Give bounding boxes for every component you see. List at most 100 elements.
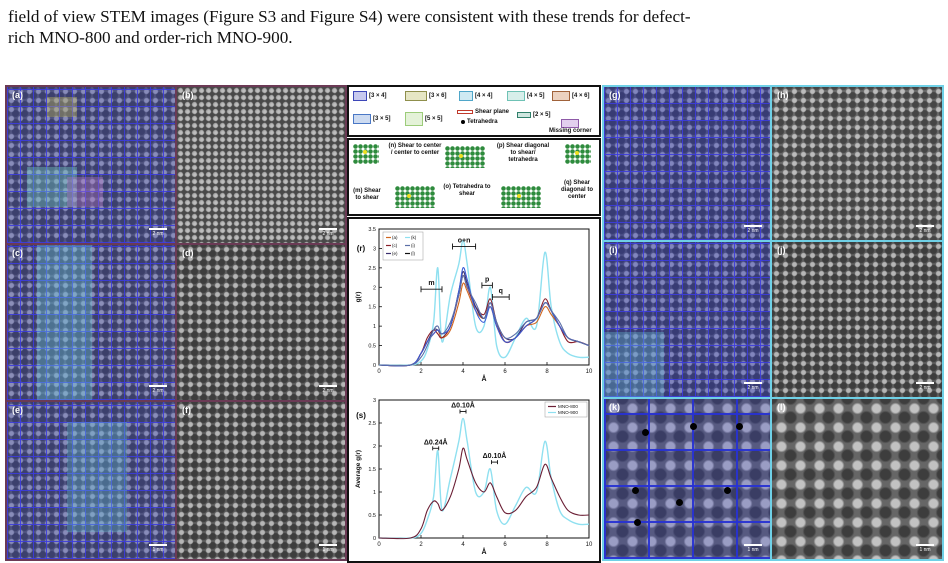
center-column: [3 × 4] [3 × 6] [4 × 4] [4 × 5] [4 × 6] …: [347, 85, 602, 563]
stem-image-d: (d) 2 nm: [177, 245, 345, 400]
legend-swatch-2x5: [517, 112, 531, 118]
annotation-delta-1: Δ0.10Å: [451, 401, 475, 414]
annotation-delta-2: Δ0.24Å: [424, 437, 448, 451]
x-tick-label: 10: [586, 369, 593, 375]
mechanism-n-tetra-icon: [407, 194, 411, 198]
stem-image-e: (e) 1 nm: [7, 402, 175, 559]
stem-image-i: (i) 2 nm: [604, 242, 770, 397]
tile-overlay-e: [7, 402, 175, 559]
y-tick-label: 3.5: [368, 227, 376, 233]
legend-item-missing-corner: Missing corner: [549, 119, 592, 134]
scalebar-d: 2 nm: [319, 385, 337, 394]
panel-label-g: (g): [609, 90, 621, 100]
tile-highlight-a3: [67, 177, 103, 207]
scalebar-k: 1 nm: [744, 544, 762, 553]
intro-line-1: field of view STEM images (Figure S3 and…: [8, 7, 691, 26]
stem-image-l: (l) 1 nm: [772, 399, 942, 559]
legend-label-5x5: [5 × 5]: [425, 116, 443, 122]
mechanism-q-tetra-icon: [575, 151, 579, 155]
legend-entry: (e): [392, 251, 398, 256]
scalebar-l: 1 nm: [916, 544, 934, 553]
scalebar-e: 1 nm: [149, 544, 167, 553]
mechanism-p-label: (p) Shear diagonal to shear/ tetrahedra: [496, 143, 550, 163]
annotation-q-label: q: [499, 288, 503, 295]
tile-highlight-e1: [67, 422, 127, 532]
legend-item-2x5: [2 × 5]: [517, 112, 551, 118]
x-tick-label: 4: [461, 542, 465, 548]
missing-corner-icon: [561, 119, 580, 128]
x-tick-label: 10: [586, 542, 593, 548]
legend-label-4x6: [4 × 6]: [572, 93, 590, 99]
y-tick-label: 2.5: [368, 421, 376, 427]
x-tick-label: 2: [419, 542, 423, 548]
mechanism-o-icon: [445, 146, 485, 168]
y-tick-label: 2.5: [368, 266, 376, 272]
legend-label-tetrahedra: Tetrahedra: [467, 119, 498, 125]
annotation-q: q: [491, 288, 510, 300]
mechanism-n-label: (n) Shear to center / center to center: [388, 143, 442, 156]
legend-item-4x5: [4 × 5]: [507, 91, 545, 101]
scalebar-f: 1 nm: [319, 544, 337, 553]
mechanism-legend: (m) Shear to shear (n) Shear to center /…: [347, 138, 601, 216]
tile-highlight-a2: [27, 167, 77, 207]
panel-label-b: (b): [182, 90, 194, 100]
tetrahedra-marker-k7: [634, 519, 641, 526]
legend-item-tetrahedra: Tetrahedra: [461, 119, 498, 125]
mechanism-p-tetra-icon: [517, 194, 521, 198]
intro-paragraph: field of view STEM images (Figure S3 and…: [8, 6, 943, 48]
x-tick-label: 6: [503, 369, 507, 375]
stem-image-f: (f) 1 nm: [177, 402, 345, 559]
scalebar-h: 2 nm: [916, 225, 934, 234]
tile-overlay-a: [7, 87, 175, 243]
x-tick-label: 0: [377, 369, 381, 375]
scalebar-a: 2 nm: [149, 228, 167, 237]
y-tick-label: 1.5: [368, 467, 376, 473]
annotation-delta-2-label: Δ0.24Å: [424, 437, 448, 446]
legend-entry: MNO-900: [558, 410, 578, 415]
y-tick-label: 3: [373, 246, 376, 252]
tile-overlay-i: [604, 242, 770, 397]
scalebar-i: 2 nm: [744, 382, 762, 391]
x-tick-label: 8: [545, 369, 549, 375]
x-tick-label: 6: [503, 542, 507, 548]
legend-item-3x6: [3 × 6]: [405, 91, 447, 101]
panel-label-i: (i): [609, 245, 618, 255]
plot-frame: [378, 228, 590, 366]
panel-label-r: (r): [357, 244, 366, 253]
legend-item-4x4: [4 × 4]: [459, 91, 493, 101]
y-tick-label: 2: [373, 444, 376, 450]
legend-swatch-4x4: [459, 91, 473, 101]
annotation-p: p: [481, 276, 493, 289]
tile-overlay-g: [604, 87, 770, 240]
x-tick-label: 8: [545, 542, 549, 548]
panel-label-k: (k): [609, 402, 620, 412]
legend-item-5x5: [5 × 5]: [405, 112, 443, 126]
annotation-p-label: p: [485, 276, 489, 283]
tetrahedra-marker-k1: [642, 429, 649, 436]
panel-label-d: (d): [182, 248, 194, 258]
tile-legend: [3 × 4] [3 × 6] [4 × 4] [4 × 5] [4 × 6] …: [347, 85, 601, 137]
legend-label-3x6: [3 × 6]: [429, 93, 447, 99]
y-axis-label: Average g(r): [355, 450, 362, 488]
y-tick-label: 0: [373, 536, 376, 542]
stem-image-k: (k) 1 nm: [604, 399, 770, 559]
y-tick-label: 0.5: [368, 513, 376, 519]
y-tick-label: 1: [373, 324, 376, 330]
figure: (a) 2 nm (b) 2 nm (c) 2 nm (d) 2 nm (e) …: [0, 85, 948, 563]
panel-label-e: (e): [12, 405, 23, 415]
tile-overlay-k: [604, 399, 770, 559]
mechanism-o-label: (o) Tetrahedra to shear: [443, 184, 491, 197]
legend-label-shear-plane: Shear plane: [475, 109, 510, 115]
panel-label-a: (a): [12, 90, 23, 100]
annotation-m-label: m: [428, 280, 434, 287]
panel-label-j: (j): [777, 245, 786, 255]
panel-label-f: (f): [182, 405, 191, 415]
intro-line-2: rich MNO-800 and order-rich MNO-900.: [8, 28, 293, 47]
panel-label-c: (c): [12, 248, 23, 258]
panel-label-s: (s): [356, 411, 366, 420]
legend-swatch-4x6: [552, 91, 570, 101]
legend-r: (a) (k) (c) (i) (e) (l): [382, 231, 424, 261]
chart-s: 0 2 4 6 8 10 0 0.5 1 1.5 2 2.5 3 Å Average g(r) (s) MNO-…: [355, 398, 593, 556]
